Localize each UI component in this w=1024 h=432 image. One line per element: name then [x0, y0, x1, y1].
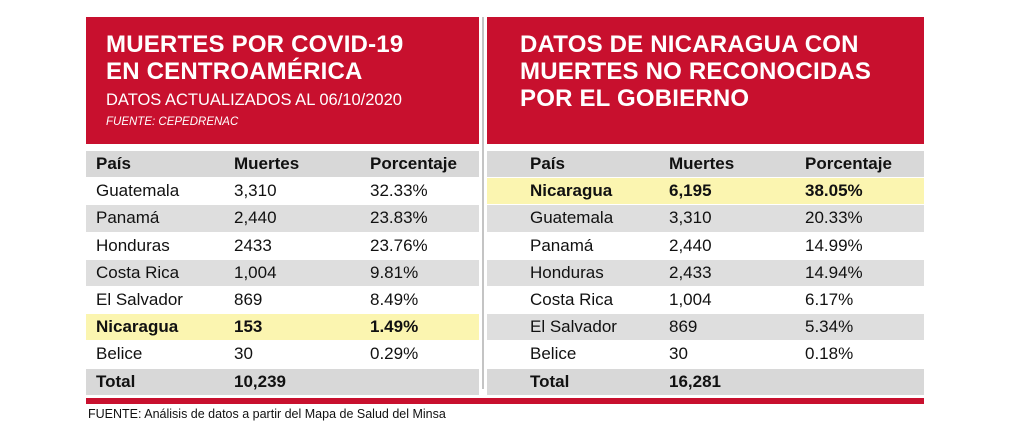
deaths-cell: 153: [234, 317, 263, 337]
percentage-cell: 5.34%: [805, 317, 854, 337]
total-percentage: [795, 368, 924, 395]
column-header: País: [530, 154, 565, 174]
column-header: Muertes: [669, 154, 735, 174]
left-header: MUERTES POR COVID-19 EN CENTROAMÉRICA DAT…: [86, 17, 479, 144]
table-header-row: País Muertes Porcentaje: [487, 151, 924, 178]
country-cell: Honduras: [530, 262, 604, 282]
right-data-table: País Muertes Porcentaje Nicaragua 6,195 38.05…: [487, 151, 924, 396]
table-row: Honduras 2,433 14.94%: [487, 259, 924, 287]
right-header: DATOS DE NICARAGUA CON MUERTES NO RECONOC…: [487, 17, 924, 144]
percentage-cell: 20.33%: [805, 208, 863, 228]
deaths-cell: 1,004: [669, 290, 712, 310]
table-row: Belice 30 0.18%: [487, 341, 924, 368]
percentage-cell: 23.83%: [370, 208, 428, 228]
footer-source: FUENTE: Análisis de datos a partir del M…: [88, 407, 446, 421]
country-cell: Nicaragua: [530, 181, 613, 201]
deaths-cell: 6,195: [669, 181, 712, 201]
column-header: Porcentaje: [370, 154, 457, 174]
percentage-cell: 8.49%: [370, 290, 419, 310]
table-row: Panamá 2,440 23.83%: [86, 204, 479, 233]
left-source: FUENTE: CEPEDRENAC: [106, 116, 239, 128]
table-row: Belice 30 0.29%: [86, 341, 479, 368]
percentage-cell: 14.99%: [805, 235, 863, 255]
deaths-cell: 2,440: [669, 235, 712, 255]
deaths-cell: 30: [234, 344, 253, 364]
table-row: Costa Rica 1,004 9.81%: [86, 259, 479, 287]
footer: FUENTE: Análisis de datos a partir del M…: [86, 398, 924, 422]
country-cell: Panamá: [530, 235, 594, 255]
percentage-cell: 32.33%: [370, 181, 428, 201]
table-row: El Salvador 869 8.49%: [86, 286, 479, 314]
column-header: País: [96, 154, 131, 174]
country-cell: Honduras: [96, 235, 170, 255]
country-cell: Costa Rica: [96, 262, 180, 282]
country-cell: Panamá: [96, 208, 160, 228]
country-cell: Nicaragua: [96, 317, 179, 337]
table-row: Honduras 2433 23.76%: [86, 232, 479, 260]
table-row: Guatemala 3,310 32.33%: [86, 178, 479, 205]
total-deaths: 10,239: [234, 371, 286, 391]
deaths-cell: 30: [669, 344, 688, 364]
country-cell: Costa Rica: [530, 290, 614, 310]
table-header-row: País Muertes Porcentaje: [86, 151, 479, 178]
percentage-cell: 1.49%: [370, 317, 419, 337]
right-title: DATOS DE NICARAGUA CON MUERTES NO RECONOC…: [520, 31, 872, 112]
country-cell: Guatemala: [530, 208, 614, 228]
right-table-panel: DATOS DE NICARAGUA CON MUERTES NO RECONOC…: [487, 17, 924, 396]
panel-divider: [482, 17, 484, 389]
deaths-cell: 2,440: [234, 208, 277, 228]
country-cell: Belice: [530, 344, 577, 364]
deaths-cell: 869: [234, 290, 263, 310]
percentage-cell: 23.76%: [370, 235, 428, 255]
country-cell: Guatemala: [96, 181, 180, 201]
deaths-cell: 869: [669, 317, 698, 337]
table-row: El Salvador 869 5.34%: [487, 313, 924, 341]
column-header: Porcentaje: [805, 154, 892, 174]
country-cell: Belice: [96, 344, 143, 364]
percentage-cell: 38.05%: [805, 181, 863, 201]
total-deaths: 16,281: [669, 371, 721, 391]
table-row: Costa Rica 1,004 6.17%: [487, 286, 924, 314]
deaths-cell: 2,433: [669, 262, 712, 282]
percentage-cell: 14.94%: [805, 262, 863, 282]
table-row: Guatemala 3,310 20.33%: [487, 204, 924, 233]
table-row: Panamá 2,440 14.99%: [487, 232, 924, 260]
country-cell: El Salvador: [96, 290, 183, 310]
left-subtitle: DATOS ACTUALIZADOS AL 06/10/2020: [106, 91, 402, 109]
deaths-cell: 1,004: [234, 262, 277, 282]
deaths-cell: 2433: [234, 235, 272, 255]
percentage-cell: 9.81%: [370, 262, 419, 282]
left-table-panel: MUERTES POR COVID-19 EN CENTROAMÉRICA DAT…: [86, 17, 479, 396]
table-total-row: Total 16,281: [487, 368, 924, 396]
percentage-cell: 0.18%: [805, 344, 854, 364]
deaths-cell: 3,310: [234, 181, 277, 201]
table-row-highlighted: Nicaragua 153 1.49%: [86, 313, 479, 341]
total-label: Total: [96, 371, 136, 391]
left-title: MUERTES POR COVID-19 EN CENTROAMÉRICA: [106, 31, 404, 85]
percentage-cell: 0.29%: [370, 344, 419, 364]
total-label: Total: [530, 371, 570, 391]
deaths-cell: 3,310: [669, 208, 712, 228]
country-cell: El Salvador: [530, 317, 617, 337]
left-data-table: País Muertes Porcentaje Guatemala 3,310 32.33…: [86, 151, 479, 396]
total-percentage: [360, 368, 479, 395]
table-row-highlighted: Nicaragua 6,195 38.05%: [487, 177, 924, 205]
table-total-row: Total 10,239: [86, 368, 479, 396]
footer-bar: [86, 398, 924, 404]
percentage-cell: 6.17%: [805, 290, 854, 310]
column-header: Muertes: [234, 154, 300, 174]
